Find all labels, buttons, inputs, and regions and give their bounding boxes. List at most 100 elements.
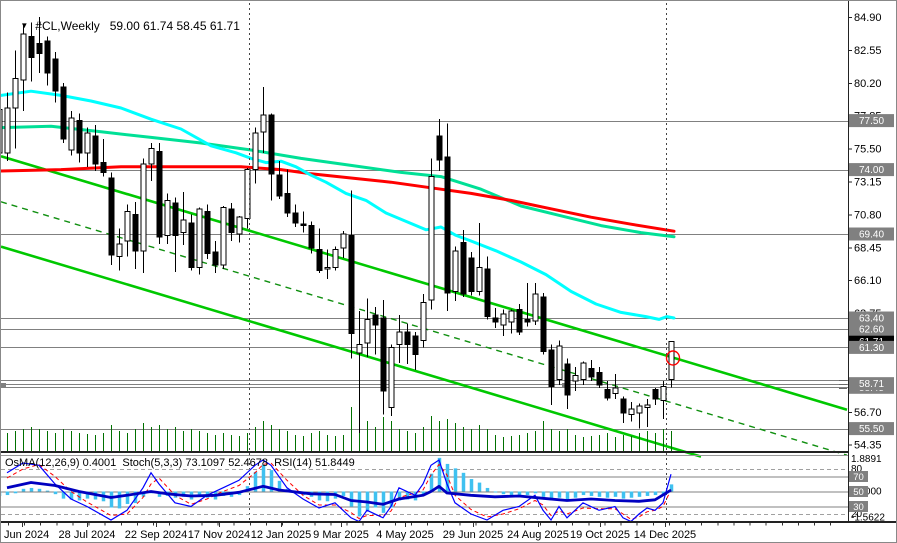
badge-label: 58.71 [859,379,884,390]
badge-label: 74.00 [859,165,884,176]
candle-down [620,398,627,414]
candle-down [292,212,299,224]
candle-down [404,331,411,346]
badge-label: 61.30 [859,343,884,354]
time-axis-label: 19 Oct 2025 [570,529,630,541]
stoch-signal-line [6,462,672,520]
candle-up [452,250,459,292]
candle-up [68,117,75,151]
moving-average-lines [1,89,676,321]
badge-label: 55.50 [859,424,884,435]
time-axis-label: 9 Mar 2025 [313,529,369,541]
indicator-caption: OsMA(12,26,9) 0.4001 Stoch(5,3,3) 73.109… [5,457,355,469]
rsi-line [6,481,672,506]
price-tick-label: 70.80 [854,209,882,221]
price-tick-label: 75.50 [854,144,882,156]
candle-up [20,33,27,81]
ma-fast [1,89,676,321]
candle-up [180,219,187,234]
candle-down [28,36,35,59]
candle-down [268,114,275,175]
ohlc-values: 59.00 61.74 58.45 61.71 [109,19,240,33]
candle-down [588,367,595,378]
candle-up [556,345,563,381]
candle-down [436,135,443,161]
candle-up [644,404,651,409]
candle-up [428,176,435,301]
candle-up [636,405,643,414]
time-axis-label: 22 Sep 2024 [125,529,187,541]
candle-down [212,251,219,266]
candle-down [52,58,59,92]
candle-down [460,241,467,295]
badge-label: 62.60 [859,325,884,336]
candle-up [356,344,363,354]
line-handle [1,383,6,388]
candlesticks [1,17,675,433]
candle-up [164,199,171,236]
candle-down [60,86,67,140]
time-axis-label: 12 Jan 2025 [251,529,312,541]
candle-down [108,177,115,256]
price-level-badge [849,340,894,354]
candle-down [188,222,195,269]
price-tick-label: 80.20 [854,78,882,90]
candle-down [524,318,531,323]
candle-down [604,388,611,399]
candle-down [548,349,555,388]
candle-down [308,225,315,249]
price-level-badge [849,163,894,177]
indicator-level-badge [849,501,868,512]
price-level-badge [849,322,894,336]
candle-down [276,174,283,197]
candle-up [500,313,507,326]
price-tick-label: 82.55 [854,45,882,57]
year-separators [249,3,667,521]
candle-down [484,268,491,318]
candle-up [220,206,227,266]
candle-up [84,132,91,154]
candle-up [572,374,579,382]
price-tick-label: 54.35 [854,440,882,452]
candle-up [236,216,243,235]
candle-down [316,248,323,271]
candle-up [532,293,539,322]
candle-up [396,331,403,346]
time-axis-label: 28 Jul 2024 [59,529,116,541]
breakout-circle-annotation [665,350,681,366]
candle-down [76,120,83,154]
badge-label: 63.40 [859,314,884,325]
candle-up [340,233,347,249]
candle-up [420,302,427,341]
price-axis-background [848,1,896,542]
price-level-badge [849,377,894,391]
candle-up [1,108,3,154]
candle-down [100,162,107,173]
candle-down [284,192,291,214]
indicator-level-badge [849,486,868,497]
candle-up [628,408,635,416]
candle-up [388,346,395,409]
symbol-dropdown-icon[interactable]: ▼ [20,21,29,30]
symbol-label: #CL,Weekly [35,19,100,33]
time-axis-label: 24 Aug 2025 [507,529,569,541]
candle-up [260,114,267,133]
candle-down [652,388,659,400]
candle-down [372,314,379,326]
candle-up [660,386,667,402]
indicator-badge-label: 70 [853,472,864,483]
price-axis[interactable]: 84.9082.5580.2077.8575.5073.1570.8068.45… [848,12,894,452]
channel-line [1,155,848,411]
price-tick-label: 73.15 [854,177,882,189]
candle-down [36,43,43,54]
badge-label: 77.50 [859,116,884,127]
stoch-main-line [6,459,672,523]
candle-down [468,257,475,292]
candle-down [172,202,179,236]
candle-down [300,223,307,227]
candle-down [132,213,139,252]
